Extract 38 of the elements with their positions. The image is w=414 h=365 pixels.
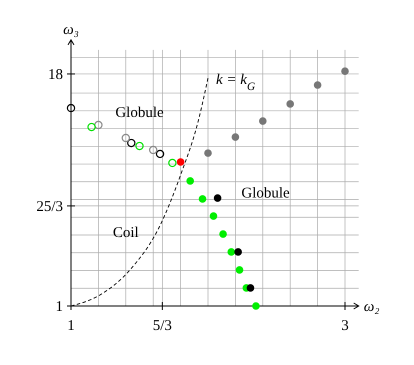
point [198, 195, 206, 203]
y-tick-label: 25/3 [36, 198, 63, 215]
series-label: k = k$_{G}$ [216, 72, 256, 94]
x-axis-title: ω₂ [364, 299, 380, 315]
point [246, 284, 254, 292]
point [156, 150, 164, 158]
point [227, 248, 236, 256]
y-tick-label: 1 [56, 299, 63, 315]
point [232, 133, 240, 141]
point [214, 194, 222, 202]
point [149, 146, 158, 154]
point [204, 149, 212, 157]
point [236, 266, 244, 274]
point [127, 138, 136, 148]
x-tick-label: 1 [67, 318, 75, 334]
point [66, 104, 76, 112]
point [314, 81, 322, 89]
point [186, 177, 194, 185]
point [87, 122, 96, 132]
y-axis-title: ω₃ [63, 22, 79, 38]
y-tick-label: 18 [48, 66, 63, 83]
point [252, 302, 260, 310]
point [234, 248, 242, 256]
x-tick-label: 5/3 [152, 318, 172, 334]
point [286, 100, 294, 108]
annotation: Globule [115, 104, 164, 121]
point [210, 212, 218, 220]
point [259, 117, 267, 125]
annotation: Globule [241, 186, 290, 202]
point [176, 158, 184, 166]
point [94, 120, 103, 130]
point [219, 230, 227, 238]
x-tick-label: 3 [341, 318, 349, 334]
point [168, 158, 177, 168]
point [341, 67, 349, 76]
point [122, 134, 130, 142]
annotation: Coil [112, 225, 139, 242]
point [135, 142, 144, 150]
